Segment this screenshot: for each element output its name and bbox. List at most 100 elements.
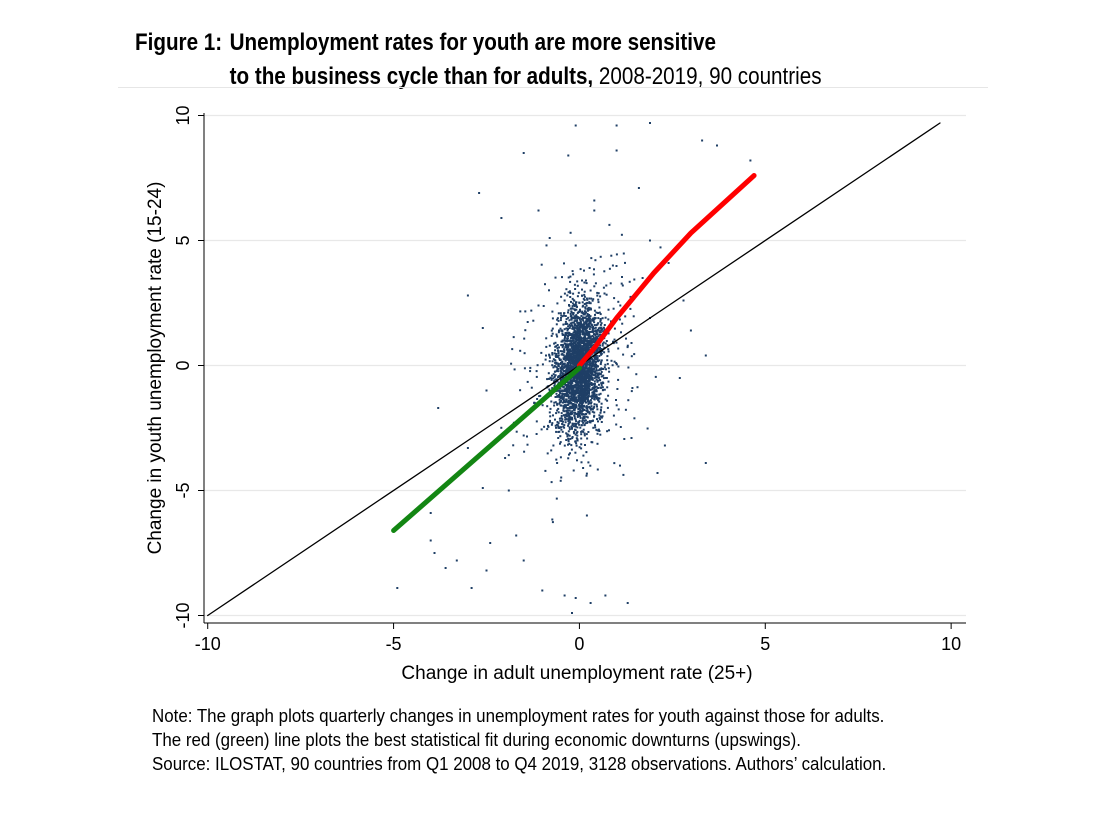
- data-point: [590, 346, 593, 349]
- data-point: [554, 354, 557, 357]
- data-point: [582, 319, 585, 322]
- data-point: [595, 332, 598, 335]
- data-point: [559, 435, 562, 438]
- data-point: [585, 282, 588, 285]
- data-point: [568, 418, 571, 421]
- data-point: [618, 318, 621, 321]
- data-point: [605, 340, 608, 342]
- data-point: [576, 434, 579, 437]
- data-point: [548, 377, 550, 380]
- data-point: [565, 398, 568, 401]
- data-point: [580, 351, 583, 354]
- data-point: [584, 346, 587, 349]
- data-point: [567, 368, 570, 371]
- data-point: [574, 391, 577, 394]
- data-point: [535, 370, 538, 373]
- data-point: [593, 318, 596, 321]
- data-point: [552, 377, 554, 380]
- data-point: [578, 387, 581, 390]
- data-point: [559, 397, 562, 400]
- data-point: [580, 318, 583, 321]
- data-point: [574, 597, 577, 599]
- data-point: [565, 370, 567, 373]
- data-point: [599, 415, 602, 418]
- data-point: [600, 371, 603, 373]
- data-point: [535, 433, 538, 435]
- data-point: [523, 337, 526, 340]
- data-point: [588, 332, 591, 335]
- data-point: [578, 354, 581, 357]
- data-point: [569, 315, 572, 318]
- data-point: [571, 297, 574, 300]
- data-point: [567, 328, 569, 330]
- data-point: [522, 559, 525, 562]
- data-point: [592, 392, 595, 394]
- data-point: [507, 489, 510, 492]
- data-point: [567, 382, 570, 385]
- data-point: [583, 281, 586, 284]
- data-point: [590, 344, 593, 347]
- data-point: [579, 409, 582, 412]
- data-point: [572, 313, 575, 316]
- data-point: [587, 350, 590, 352]
- data-point: [429, 539, 432, 542]
- data-point: [569, 384, 572, 387]
- data-point: [504, 457, 507, 459]
- data-point: [587, 399, 590, 402]
- data-point: [578, 419, 581, 422]
- data-point: [583, 293, 586, 296]
- data-point: [656, 472, 659, 474]
- data-point: [573, 379, 576, 382]
- data-point: [575, 355, 578, 357]
- data-point: [561, 373, 564, 376]
- data-point: [466, 447, 469, 449]
- data-point: [607, 367, 610, 370]
- data-point: [594, 366, 597, 368]
- data-point: [556, 302, 559, 305]
- data-point: [583, 342, 586, 345]
- data-point: [573, 432, 576, 435]
- data-point: [633, 417, 636, 420]
- data-point: [581, 333, 584, 336]
- data-point: [444, 567, 447, 569]
- data-point: [587, 314, 590, 317]
- data-point: [586, 437, 589, 440]
- data-point: [580, 396, 583, 399]
- data-point: [513, 368, 516, 371]
- data-point: [569, 339, 572, 342]
- data-point: [573, 305, 576, 308]
- data-point: [582, 369, 585, 372]
- data-point: [583, 417, 586, 420]
- data-point: [429, 512, 432, 514]
- data-point: [626, 344, 629, 347]
- data-point: [582, 401, 584, 404]
- data-point: [576, 332, 579, 335]
- data-point: [577, 383, 580, 386]
- data-point: [570, 448, 573, 451]
- data-point: [583, 434, 586, 437]
- data-point: [555, 353, 558, 355]
- data-point: [511, 348, 514, 351]
- data-point: [565, 318, 568, 321]
- data-point: [594, 326, 597, 329]
- data-point: [557, 362, 560, 365]
- x-tick-label: 10: [941, 634, 961, 654]
- data-point: [585, 339, 588, 342]
- data-point: [579, 349, 582, 352]
- data-point: [586, 410, 589, 413]
- data-point: [584, 388, 587, 391]
- data-point: [589, 337, 592, 340]
- data-point: [704, 462, 707, 464]
- data-point: [556, 402, 559, 405]
- data-point: [597, 327, 600, 330]
- y-axis-label: Change in youth unemployment rate (15-24…: [145, 182, 166, 555]
- data-point: [595, 388, 598, 391]
- data-point: [537, 209, 540, 212]
- data-point: [583, 371, 586, 374]
- data-point: [598, 383, 600, 386]
- data-point: [592, 390, 595, 393]
- data-point: [566, 389, 569, 392]
- data-point: [569, 361, 572, 364]
- data-point: [593, 333, 595, 336]
- data-point: [576, 359, 579, 362]
